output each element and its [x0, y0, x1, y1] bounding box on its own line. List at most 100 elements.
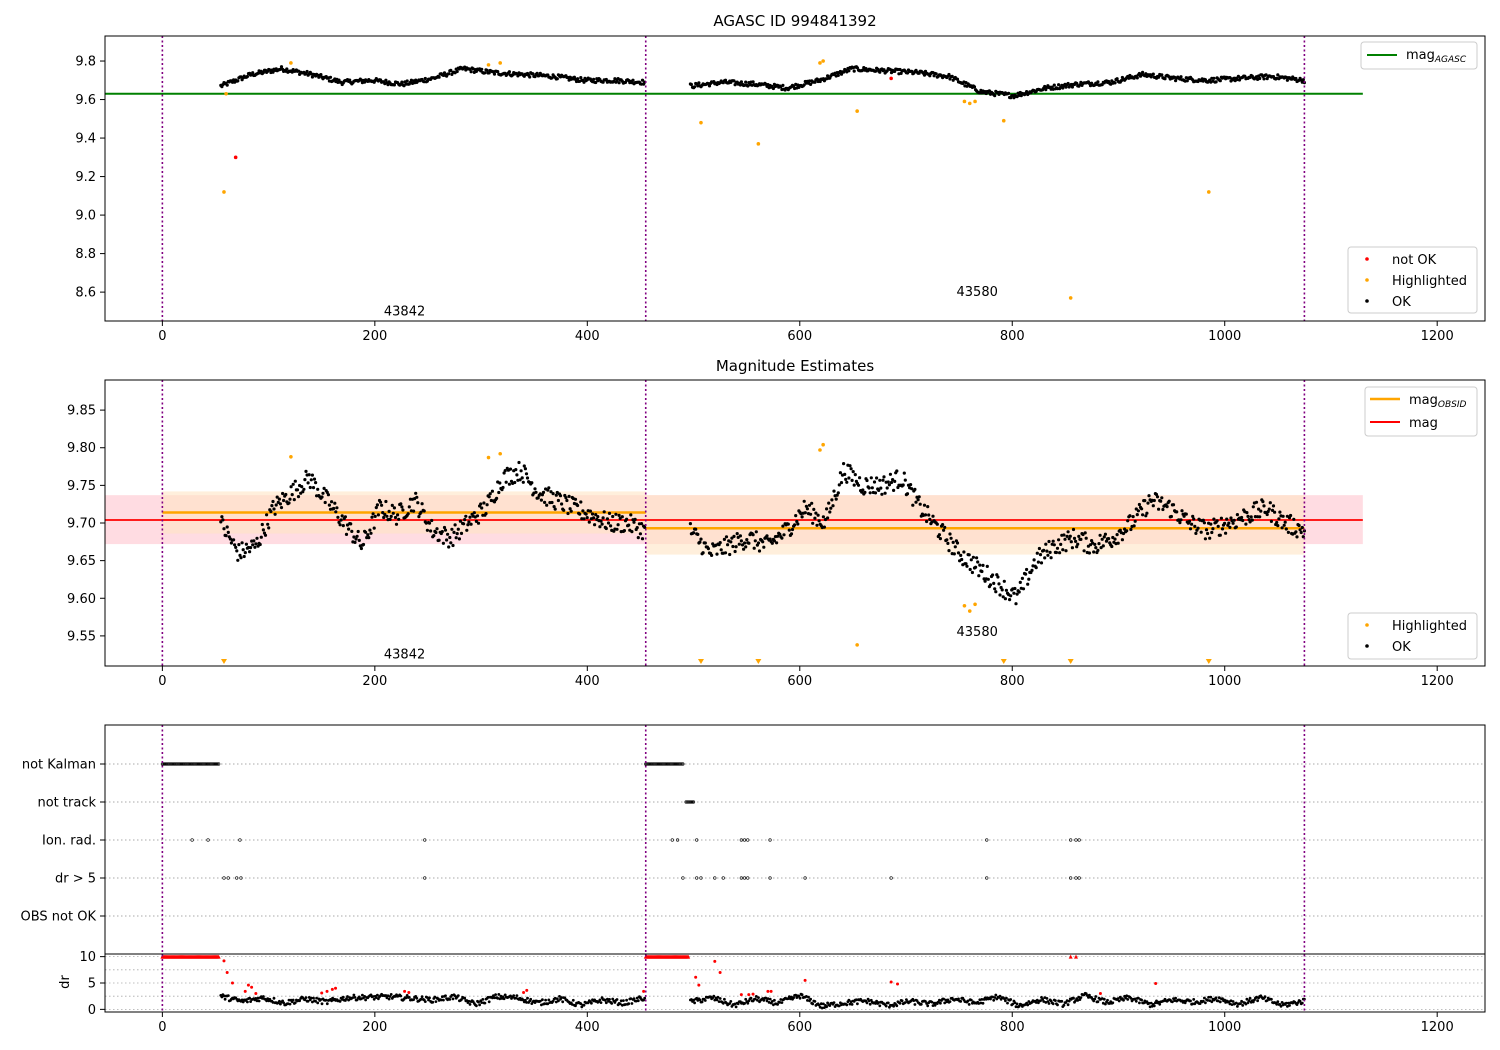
ok-point	[1059, 542, 1063, 547]
dr-point	[1248, 996, 1252, 1000]
ok-point	[567, 494, 571, 498]
dr-point	[790, 995, 793, 999]
flag-marker	[667, 762, 671, 766]
ok-point	[622, 529, 627, 533]
out-of-range-marker	[220, 659, 227, 664]
dr-point	[1129, 996, 1133, 1000]
dr-point	[1217, 996, 1221, 1000]
ok-point	[968, 567, 972, 572]
dr-point	[693, 1001, 696, 1005]
dr-point	[1042, 1000, 1046, 1003]
dr-point	[442, 998, 445, 1002]
dr-point	[615, 998, 619, 1001]
ok-point	[1043, 556, 1047, 560]
dr-point	[1231, 1000, 1235, 1003]
flag-marker	[206, 838, 210, 842]
flag-marker	[238, 838, 242, 842]
dr-point	[703, 999, 707, 1002]
dr-point	[912, 999, 916, 1002]
ok-point	[1096, 80, 1100, 84]
ok-point	[1199, 530, 1203, 534]
dr-point	[942, 997, 945, 1001]
ok-point	[1212, 76, 1216, 80]
ok-point	[333, 501, 337, 505]
dr-point	[779, 998, 783, 1001]
dr-point	[721, 1001, 725, 1005]
ok-point	[1072, 536, 1077, 541]
ok-point	[255, 536, 259, 540]
ok-point	[310, 473, 314, 477]
ok-point	[1136, 509, 1140, 513]
dr-point	[245, 998, 248, 1001]
ok-point	[729, 540, 733, 544]
dr-point	[1009, 998, 1013, 1001]
dr-point	[932, 1001, 936, 1005]
not-ok-point	[233, 155, 238, 160]
ok-point	[830, 498, 834, 502]
dr-point	[728, 1002, 732, 1005]
highlighted-point	[821, 442, 825, 447]
dr-point	[993, 996, 997, 999]
plot-frame	[104, 724, 1486, 1013]
ok-point	[269, 509, 273, 514]
flag-marker	[671, 762, 676, 766]
ok-point	[1271, 504, 1276, 508]
ok-point	[423, 76, 427, 81]
ok-point	[429, 529, 433, 533]
dr-point	[1255, 995, 1258, 999]
flag-marker	[205, 762, 209, 766]
ok-point	[456, 527, 460, 531]
dr-flagged-point	[694, 975, 698, 979]
ok-point	[229, 541, 233, 545]
flag-marker	[187, 762, 191, 766]
ok-point	[726, 543, 730, 547]
ok-point	[858, 476, 862, 480]
ok-point	[545, 503, 549, 507]
ok-point	[697, 81, 701, 85]
dr-point	[538, 999, 542, 1003]
dr-point	[604, 1001, 608, 1005]
dr-flagged-point	[697, 983, 701, 987]
ok-point	[916, 498, 920, 502]
ok-point	[733, 549, 737, 554]
dr-point	[998, 994, 1002, 998]
flag-marker	[194, 762, 198, 766]
ok-point	[394, 522, 399, 526]
ok-point	[441, 541, 445, 545]
ok-point	[991, 573, 995, 577]
dr-point	[611, 997, 615, 1001]
ok-point	[448, 535, 452, 540]
dr-point	[994, 993, 998, 997]
flag-marker	[190, 838, 194, 842]
ok-point	[352, 535, 356, 539]
ok-point	[955, 541, 960, 545]
ok-point	[629, 513, 633, 517]
ok-point	[319, 73, 323, 77]
flag-marker	[178, 762, 182, 766]
ok-point	[387, 509, 391, 513]
legend-label-highlighted: Highlighted	[1392, 274, 1467, 289]
ok-point	[467, 520, 471, 524]
ok-point	[1044, 542, 1048, 546]
ok-point	[1240, 515, 1244, 520]
ok-point	[796, 522, 800, 526]
ok-point	[880, 492, 884, 496]
dr-point	[867, 999, 871, 1003]
highlighted-point	[962, 99, 967, 104]
ok-point	[569, 509, 573, 513]
ok-point	[243, 551, 247, 555]
dr-point	[372, 997, 376, 1001]
dr-flagged-point	[243, 989, 247, 993]
ok-point	[601, 516, 605, 520]
ok-point	[323, 500, 327, 505]
ok-point	[273, 512, 277, 516]
ok-point	[751, 533, 755, 537]
ok-point	[946, 541, 950, 546]
ok-point	[630, 530, 634, 534]
dr-point	[1216, 999, 1220, 1003]
ok-point	[1004, 588, 1009, 592]
ok-point	[564, 496, 568, 500]
dr-point	[374, 996, 378, 999]
dr-point	[749, 996, 753, 1000]
ok-point	[882, 68, 886, 72]
